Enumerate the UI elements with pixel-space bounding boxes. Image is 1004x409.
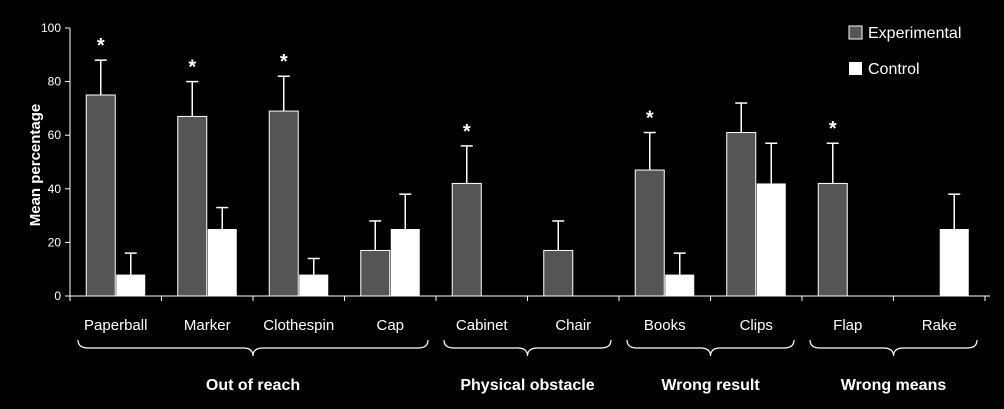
x-tick-label-chair: Chair (555, 317, 591, 334)
bar-control-marker (207, 229, 237, 296)
bar-control-clips (756, 183, 786, 296)
group-brace-physical-obstacle (443, 339, 612, 357)
x-tick-label-books: Books (644, 317, 686, 334)
bar-control-rake (939, 229, 969, 296)
bar-experimental-flap (817, 182, 848, 297)
bar-experimental-cabinet (451, 182, 482, 297)
y-tick-label: 100 (41, 21, 61, 35)
group-label-wrong-result: Wrong result (661, 377, 760, 394)
significance-star-paperball: * (97, 35, 105, 57)
x-tick-label-clips: Clips (740, 317, 773, 334)
y-tick-label: 60 (48, 128, 62, 142)
bar-control-books (665, 274, 695, 296)
y-tick-label: 80 (48, 75, 62, 89)
legend-label-experimental: Experimental (868, 25, 961, 42)
bar-experimental-books (634, 169, 665, 297)
x-tick-label-clothespin: Clothespin (263, 317, 334, 334)
bar-control-cap (390, 229, 420, 296)
x-tick-label-rake: Rake (922, 317, 957, 334)
significance-star-flap: * (829, 118, 837, 140)
group-brace-out-of-reach (77, 339, 429, 357)
x-tick-label-cabinet: Cabinet (456, 317, 509, 334)
x-tick-label-cap: Cap (376, 317, 404, 334)
bar-experimental-paperball (85, 94, 116, 297)
legend: Experimental Control (848, 25, 961, 78)
y-axis-label: Mean percentage (27, 104, 44, 227)
significance-star-books: * (646, 108, 654, 130)
bar-experimental-clips (726, 132, 757, 297)
bar-control-paperball (116, 274, 146, 296)
group-label-physical-obstacle: Physical obstacle (460, 377, 594, 394)
y-tick-label: 20 (48, 235, 62, 249)
bar-experimental-cap (360, 249, 391, 297)
group-brace-wrong-result (626, 339, 795, 357)
y-tick-label: 0 (54, 289, 61, 303)
y-tick-label: 40 (48, 182, 62, 196)
legend-swatch-control (849, 62, 862, 75)
bar-experimental-chair (543, 249, 574, 297)
bar-experimental-marker (177, 115, 208, 297)
x-tick-label-marker: Marker (184, 317, 231, 334)
bar-experimental-clothespin (268, 110, 299, 297)
group-label-out-of-reach: Out of reach (206, 377, 300, 394)
bar-control-clothespin (299, 274, 329, 296)
axes: 0 20 40 60 80 100 Paperball Marker Clothespin Cap… (41, 21, 990, 394)
x-tick-label-paperball: Paperball (84, 317, 147, 334)
legend-label-control: Control (868, 61, 920, 78)
significance-star-clothespin: * (280, 51, 288, 73)
x-tick-label-flap: Flap (833, 317, 862, 334)
legend-swatch-experimental (848, 25, 863, 40)
group-brace-wrong-means (809, 339, 978, 357)
significance-star-cabinet: * (463, 121, 471, 143)
group-label-wrong-means: Wrong means (841, 377, 947, 394)
significance-star-marker: * (188, 57, 196, 79)
plot-area: * * * * * * (85, 35, 969, 297)
